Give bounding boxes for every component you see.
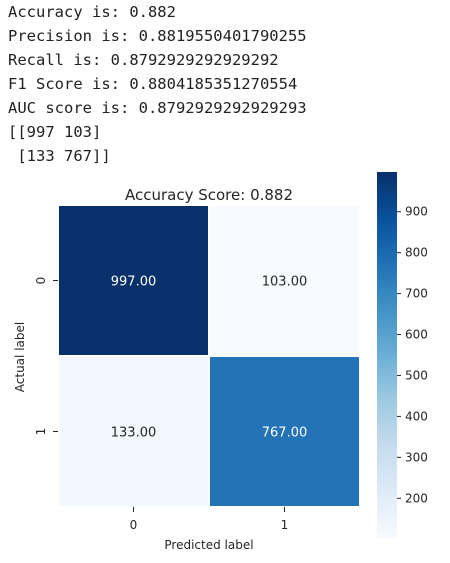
y-tick-label-1: 1 [34,428,48,436]
heatmap-cell-0-1 [208,204,361,357]
colorbar-ticks: 200 300 400 500 600 700 800 900 [397,205,428,505]
x-tick-label-0: 0 [130,518,138,532]
colorbar-tick-label-4: 600 [405,328,428,342]
colorbar-tick-label-6: 800 [405,246,428,260]
x-tick-label-1: 1 [281,518,289,532]
colorbar-tick-label-5: 700 [405,287,428,301]
colorbar-tick-label-1: 300 [405,450,428,464]
cell-label-0-0: 997.00 [111,275,157,290]
heatmap-cells [57,204,361,508]
y-tick-label-0: 0 [34,277,48,285]
colorbar [377,172,397,538]
console-line-matrix-row-1: [133 767]] [8,147,111,165]
colorbar-tick-label-0: 200 [405,491,428,505]
console-line-accuracy: Accuracy is: 0.882 [8,3,176,21]
colorbar-tick-label-7: 900 [405,205,428,219]
heatmap-annotations: 997.00 103.00 133.00 767.00 [111,275,308,441]
cell-label-1-1: 767.00 [262,426,308,441]
console-line-auc: AUC score is: 0.8792929292929293 [8,99,307,117]
chart-title: Accuracy Score: 0.882 [125,186,293,204]
console-line-precision: Precision is: 0.8819550401790255 [8,27,307,45]
heatmap-cell-1-1 [208,355,361,508]
cell-label-1-0: 133.00 [111,426,157,441]
y-axis-ticks: 01 [34,277,58,436]
colorbar-tick-label-3: 500 [405,368,428,382]
console-line-recall: Recall is: 0.8792929292929292 [8,51,279,69]
cell-label-0-1: 103.00 [262,275,308,290]
console-output: Accuracy is: 0.882 Precision is: 0.881955… [8,0,307,168]
y-axis-label: Actual label [13,322,27,392]
colorbar-tick-label-2: 400 [405,409,428,423]
heatmap-cell-0-0 [57,204,210,357]
console-line-f1: F1 Score is: 0.8804185351270554 [8,75,298,93]
console-line-matrix-row-0: [[997 103] [8,123,102,141]
x-axis-label: Predicted label [164,538,253,552]
